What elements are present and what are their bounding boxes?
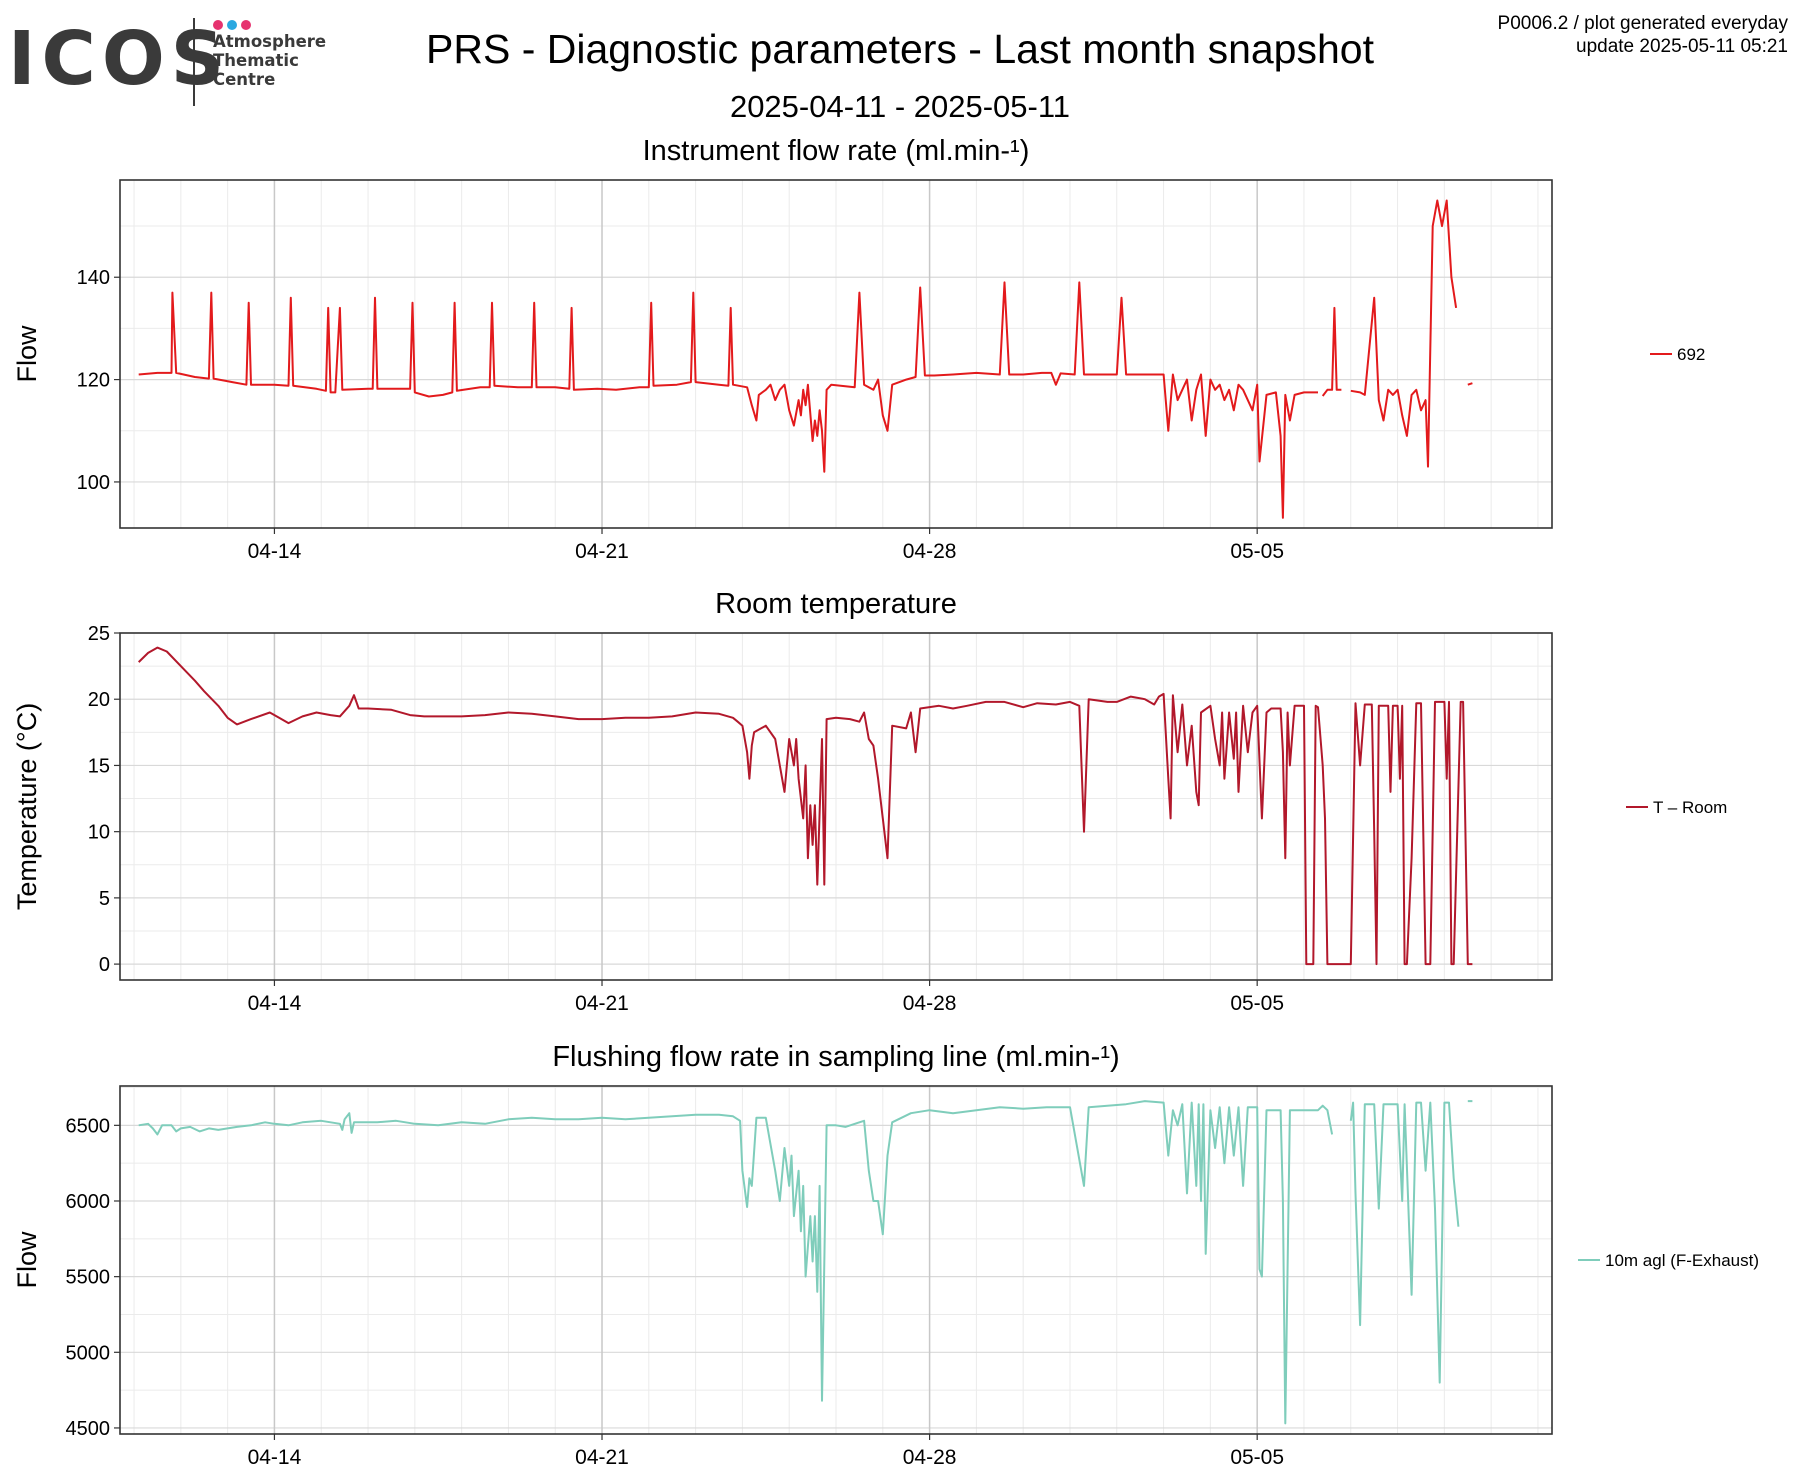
x-tick-label: 05-05 bbox=[1230, 992, 1284, 1015]
chart-panel: Flushing flow rate in sampling line (ml.… bbox=[12, 1041, 1759, 1469]
y-tick-label: 5 bbox=[99, 888, 110, 910]
y-tick-label: 10 bbox=[88, 822, 110, 844]
y-axis-label: Flow bbox=[12, 325, 42, 383]
x-tick-label: 04-21 bbox=[575, 540, 629, 563]
x-tick-label: 04-28 bbox=[903, 992, 957, 1015]
y-tick-label: 4500 bbox=[66, 1418, 111, 1440]
y-tick-label: 5500 bbox=[66, 1267, 111, 1289]
y-tick-label: 15 bbox=[88, 755, 110, 777]
x-tick-label: 05-05 bbox=[1230, 540, 1284, 563]
plot-id-line: P0006.2 / plot generated everyday bbox=[1497, 13, 1788, 34]
chart-title: Flushing flow rate in sampling line (ml.… bbox=[552, 1041, 1119, 1073]
chart-title: Instrument flow rate (ml.min-¹) bbox=[643, 135, 1030, 167]
logo-dot bbox=[227, 20, 237, 30]
chart-panel: Room temperature 0 5 10 15 20 25 04-14 04-21 04-2… bbox=[12, 588, 1727, 1015]
chart-title: Room temperature bbox=[715, 588, 957, 620]
y-axis-label: Temperature (°C) bbox=[12, 703, 42, 910]
y-tick-label: 100 bbox=[77, 472, 110, 494]
y-tick-label: 6500 bbox=[66, 1115, 111, 1137]
series-line bbox=[138, 646, 1473, 966]
x-tick-label: 04-21 bbox=[575, 992, 629, 1015]
logo-sub-line: Centre bbox=[213, 70, 276, 89]
y-tick-label: 25 bbox=[88, 623, 110, 645]
panel-border bbox=[119, 632, 1553, 981]
update-info: P0006.2 / plot generated everyday update… bbox=[1498, 12, 1788, 58]
x-tick-label: 04-28 bbox=[903, 1446, 957, 1469]
y-tick-label: 120 bbox=[77, 370, 110, 392]
x-tick-label: 05-05 bbox=[1230, 1446, 1284, 1469]
x-tick-label: 04-14 bbox=[248, 1446, 302, 1469]
logo-dot bbox=[241, 20, 251, 30]
x-tick-label: 04-28 bbox=[903, 540, 957, 563]
x-tick-label: 04-14 bbox=[248, 992, 302, 1015]
y-tick-label: 5000 bbox=[66, 1342, 111, 1364]
legend-label: 692 bbox=[1677, 345, 1705, 364]
panel-border bbox=[119, 1085, 1553, 1435]
panel-border bbox=[119, 179, 1553, 529]
logo-dot bbox=[213, 20, 223, 30]
legend-label: T – Room bbox=[1653, 798, 1727, 817]
logo-sub-line: Atmosphere bbox=[213, 32, 327, 51]
logo-dots bbox=[213, 17, 255, 30]
date-range-subtitle: 2025-04-11 - 2025-05-11 bbox=[729, 89, 1071, 124]
y-tick-label: 0 bbox=[99, 954, 110, 976]
icos-logo: ICOS Atmosphere Thematic Centre bbox=[8, 14, 338, 109]
series-line bbox=[138, 199, 1473, 519]
y-tick-label: 6000 bbox=[66, 1191, 111, 1213]
legend-label: 10m agl (F-Exhaust) bbox=[1605, 1251, 1759, 1270]
logo-separator bbox=[193, 18, 195, 106]
logo-wordmark: ICOS bbox=[8, 16, 231, 102]
logo-sub-line: Thematic bbox=[213, 51, 299, 70]
x-tick-label: 04-21 bbox=[575, 1446, 629, 1469]
y-tick-label: 140 bbox=[77, 267, 110, 289]
y-axis-label: Flow bbox=[12, 1231, 42, 1289]
y-tick-label: 20 bbox=[88, 689, 110, 711]
x-tick-label: 04-14 bbox=[248, 540, 302, 563]
series-line bbox=[138, 1100, 1473, 1425]
update-line: update 2025-05-11 05:21 bbox=[1576, 36, 1788, 57]
page-title: PRS - Diagnostic parameters - Last month… bbox=[426, 26, 1374, 72]
chart-panel: Instrument flow rate (ml.min-¹) 100 120 140… bbox=[12, 135, 1705, 563]
logo-subtitle: Atmosphere Thematic Centre bbox=[213, 32, 326, 89]
